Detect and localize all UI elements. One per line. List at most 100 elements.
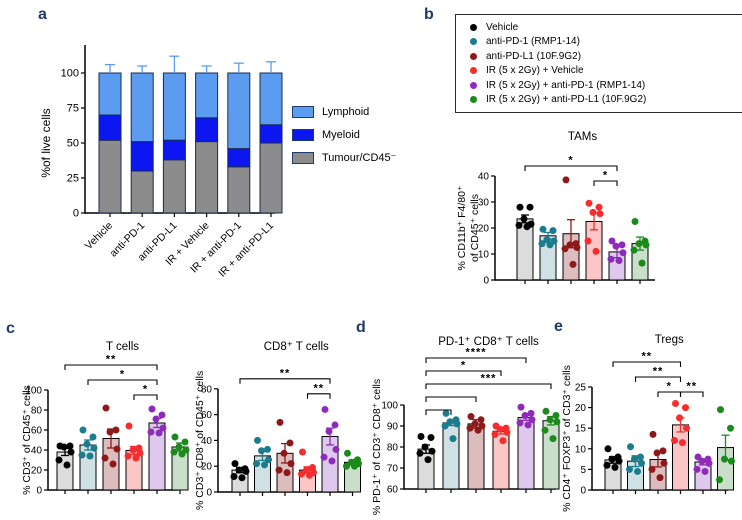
data-point xyxy=(676,414,683,422)
data-point xyxy=(303,466,310,474)
ir-anti-pd-l1-dot-swatch xyxy=(470,96,477,104)
data-point xyxy=(264,445,271,453)
data-point xyxy=(612,242,620,250)
data-point xyxy=(112,426,120,434)
data-point xyxy=(552,412,560,419)
stacked-segment xyxy=(162,72,186,141)
data-point xyxy=(441,422,449,430)
data-point xyxy=(132,454,140,462)
panel-b-label: b xyxy=(424,6,434,23)
data-point xyxy=(321,405,329,413)
data-point xyxy=(727,424,734,432)
data-point xyxy=(549,227,557,235)
data-point xyxy=(148,405,156,413)
ir-vehicle-dot-swatch xyxy=(470,67,477,75)
significance-bracket xyxy=(524,165,618,171)
bar xyxy=(442,422,460,490)
significance-bracket xyxy=(239,378,331,384)
significance-bracket xyxy=(64,364,158,370)
data-point xyxy=(101,454,109,462)
y-axis-title: of CD45⁺ cells xyxy=(469,194,481,262)
stacked-segment xyxy=(195,72,219,119)
data-point xyxy=(716,476,723,484)
stacked-segment xyxy=(98,114,122,141)
significance-stars: * xyxy=(568,155,573,167)
data-point xyxy=(671,437,678,445)
data-point xyxy=(585,199,593,207)
y-tick-label: 25 xyxy=(575,383,587,394)
significance-bracket xyxy=(425,383,552,389)
data-point xyxy=(106,428,114,436)
panel-d-label: d xyxy=(356,319,366,336)
data-point xyxy=(615,457,623,465)
data-point xyxy=(541,426,549,434)
data-point xyxy=(562,176,570,184)
stacked-segment xyxy=(98,139,122,214)
significance-stars: * xyxy=(143,384,148,396)
data-point xyxy=(90,444,98,452)
data-point xyxy=(589,208,597,216)
data-point xyxy=(546,416,554,424)
data-point xyxy=(258,447,265,455)
ir-anti-pd-1-dot-swatch xyxy=(470,81,477,89)
panel-a-legend: Lymphoid Myeloid Tumour/CD45⁻ xyxy=(292,100,396,169)
legend-item-lymphoid: Lymphoid xyxy=(292,100,396,123)
y-tick-label: 20 xyxy=(575,403,587,414)
significance-stars: ** xyxy=(641,351,652,363)
data-point xyxy=(523,223,531,231)
bar xyxy=(467,423,485,490)
chart-title: TAMs xyxy=(568,131,597,143)
significance-stars: * xyxy=(667,381,672,393)
data-point xyxy=(235,466,243,474)
significance-stars: ** xyxy=(106,354,117,366)
data-point xyxy=(298,470,305,478)
data-point xyxy=(471,420,479,428)
stacked-segment xyxy=(195,141,219,214)
legend-label: anti-PD-L1 (10F.9G2) xyxy=(486,50,582,62)
legend-label: IR (5 x 2Gy) + anti-PD-1 (RMP1-14) xyxy=(486,79,646,91)
y-tick-label: 5 xyxy=(580,465,586,476)
data-point xyxy=(659,447,667,455)
data-point xyxy=(306,471,313,479)
data-point xyxy=(344,449,351,457)
y-tick-label: 20 xyxy=(201,462,213,473)
data-point xyxy=(637,453,644,461)
data-point xyxy=(603,461,611,469)
data-point xyxy=(526,203,534,211)
data-point xyxy=(721,455,728,463)
data-point xyxy=(626,465,633,473)
lymphoid-swatch xyxy=(292,105,314,118)
data-point xyxy=(446,418,454,426)
significance-bracket xyxy=(425,357,527,363)
data-point xyxy=(253,460,260,468)
data-point xyxy=(467,413,475,421)
data-point xyxy=(416,449,424,457)
legend-label: IR (5 x 2Gy) + Vehicle xyxy=(486,65,584,77)
data-point xyxy=(635,240,643,248)
data-point xyxy=(178,450,186,458)
panel-a-label: a xyxy=(38,6,47,23)
data-point xyxy=(683,424,690,432)
legend-label: Vehicle xyxy=(486,21,519,33)
data-point xyxy=(286,439,294,447)
data-point xyxy=(573,244,581,251)
data-point xyxy=(265,456,272,464)
data-point xyxy=(543,236,551,244)
y-axis-title: % CD11b⁺ F4/80⁺ xyxy=(456,185,468,270)
bar-chart-tams: 0 10 20 30 40 * * TAMs % CD11b⁺ F4/80⁺ of CD45⁺ c… xyxy=(456,131,655,287)
data-point xyxy=(569,260,577,268)
data-point xyxy=(566,241,574,249)
data-point xyxy=(109,460,117,468)
y-tick-label: 100 xyxy=(381,401,398,412)
data-point xyxy=(717,406,724,414)
y-tick-label: 0 xyxy=(36,486,42,497)
data-point xyxy=(682,404,689,412)
significance-bracket xyxy=(612,361,682,367)
data-point xyxy=(152,415,160,423)
data-point xyxy=(299,448,306,456)
data-point xyxy=(328,457,336,465)
data-point xyxy=(679,439,686,447)
